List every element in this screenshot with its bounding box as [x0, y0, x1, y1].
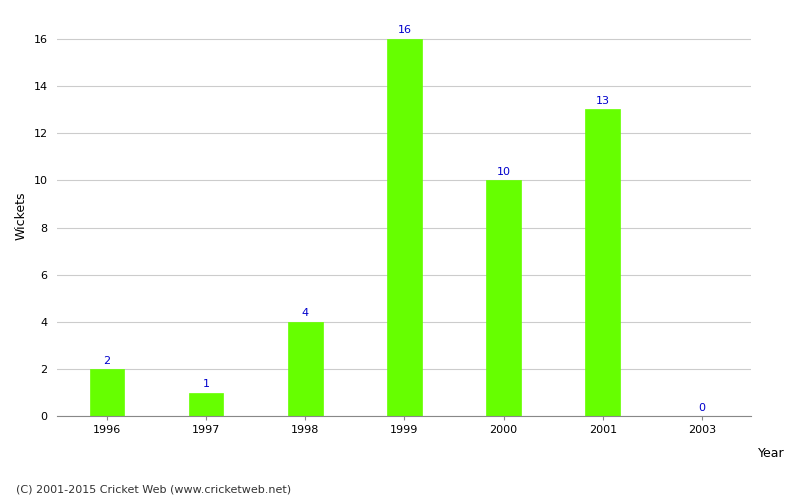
Bar: [387, 38, 422, 416]
Text: 10: 10: [497, 167, 510, 177]
Bar: [189, 393, 223, 416]
Bar: [586, 110, 620, 416]
Text: 0: 0: [698, 403, 706, 413]
Text: (C) 2001-2015 Cricket Web (www.cricketweb.net): (C) 2001-2015 Cricket Web (www.cricketwe…: [16, 485, 291, 495]
Bar: [486, 180, 521, 416]
Bar: [288, 322, 322, 416]
Bar: [90, 369, 124, 416]
Text: 16: 16: [398, 25, 411, 35]
Text: 1: 1: [202, 380, 210, 390]
Text: Year: Year: [758, 447, 785, 460]
Text: 2: 2: [103, 356, 110, 366]
Text: 4: 4: [302, 308, 309, 318]
Text: 13: 13: [596, 96, 610, 106]
Y-axis label: Wickets: Wickets: [15, 192, 28, 240]
